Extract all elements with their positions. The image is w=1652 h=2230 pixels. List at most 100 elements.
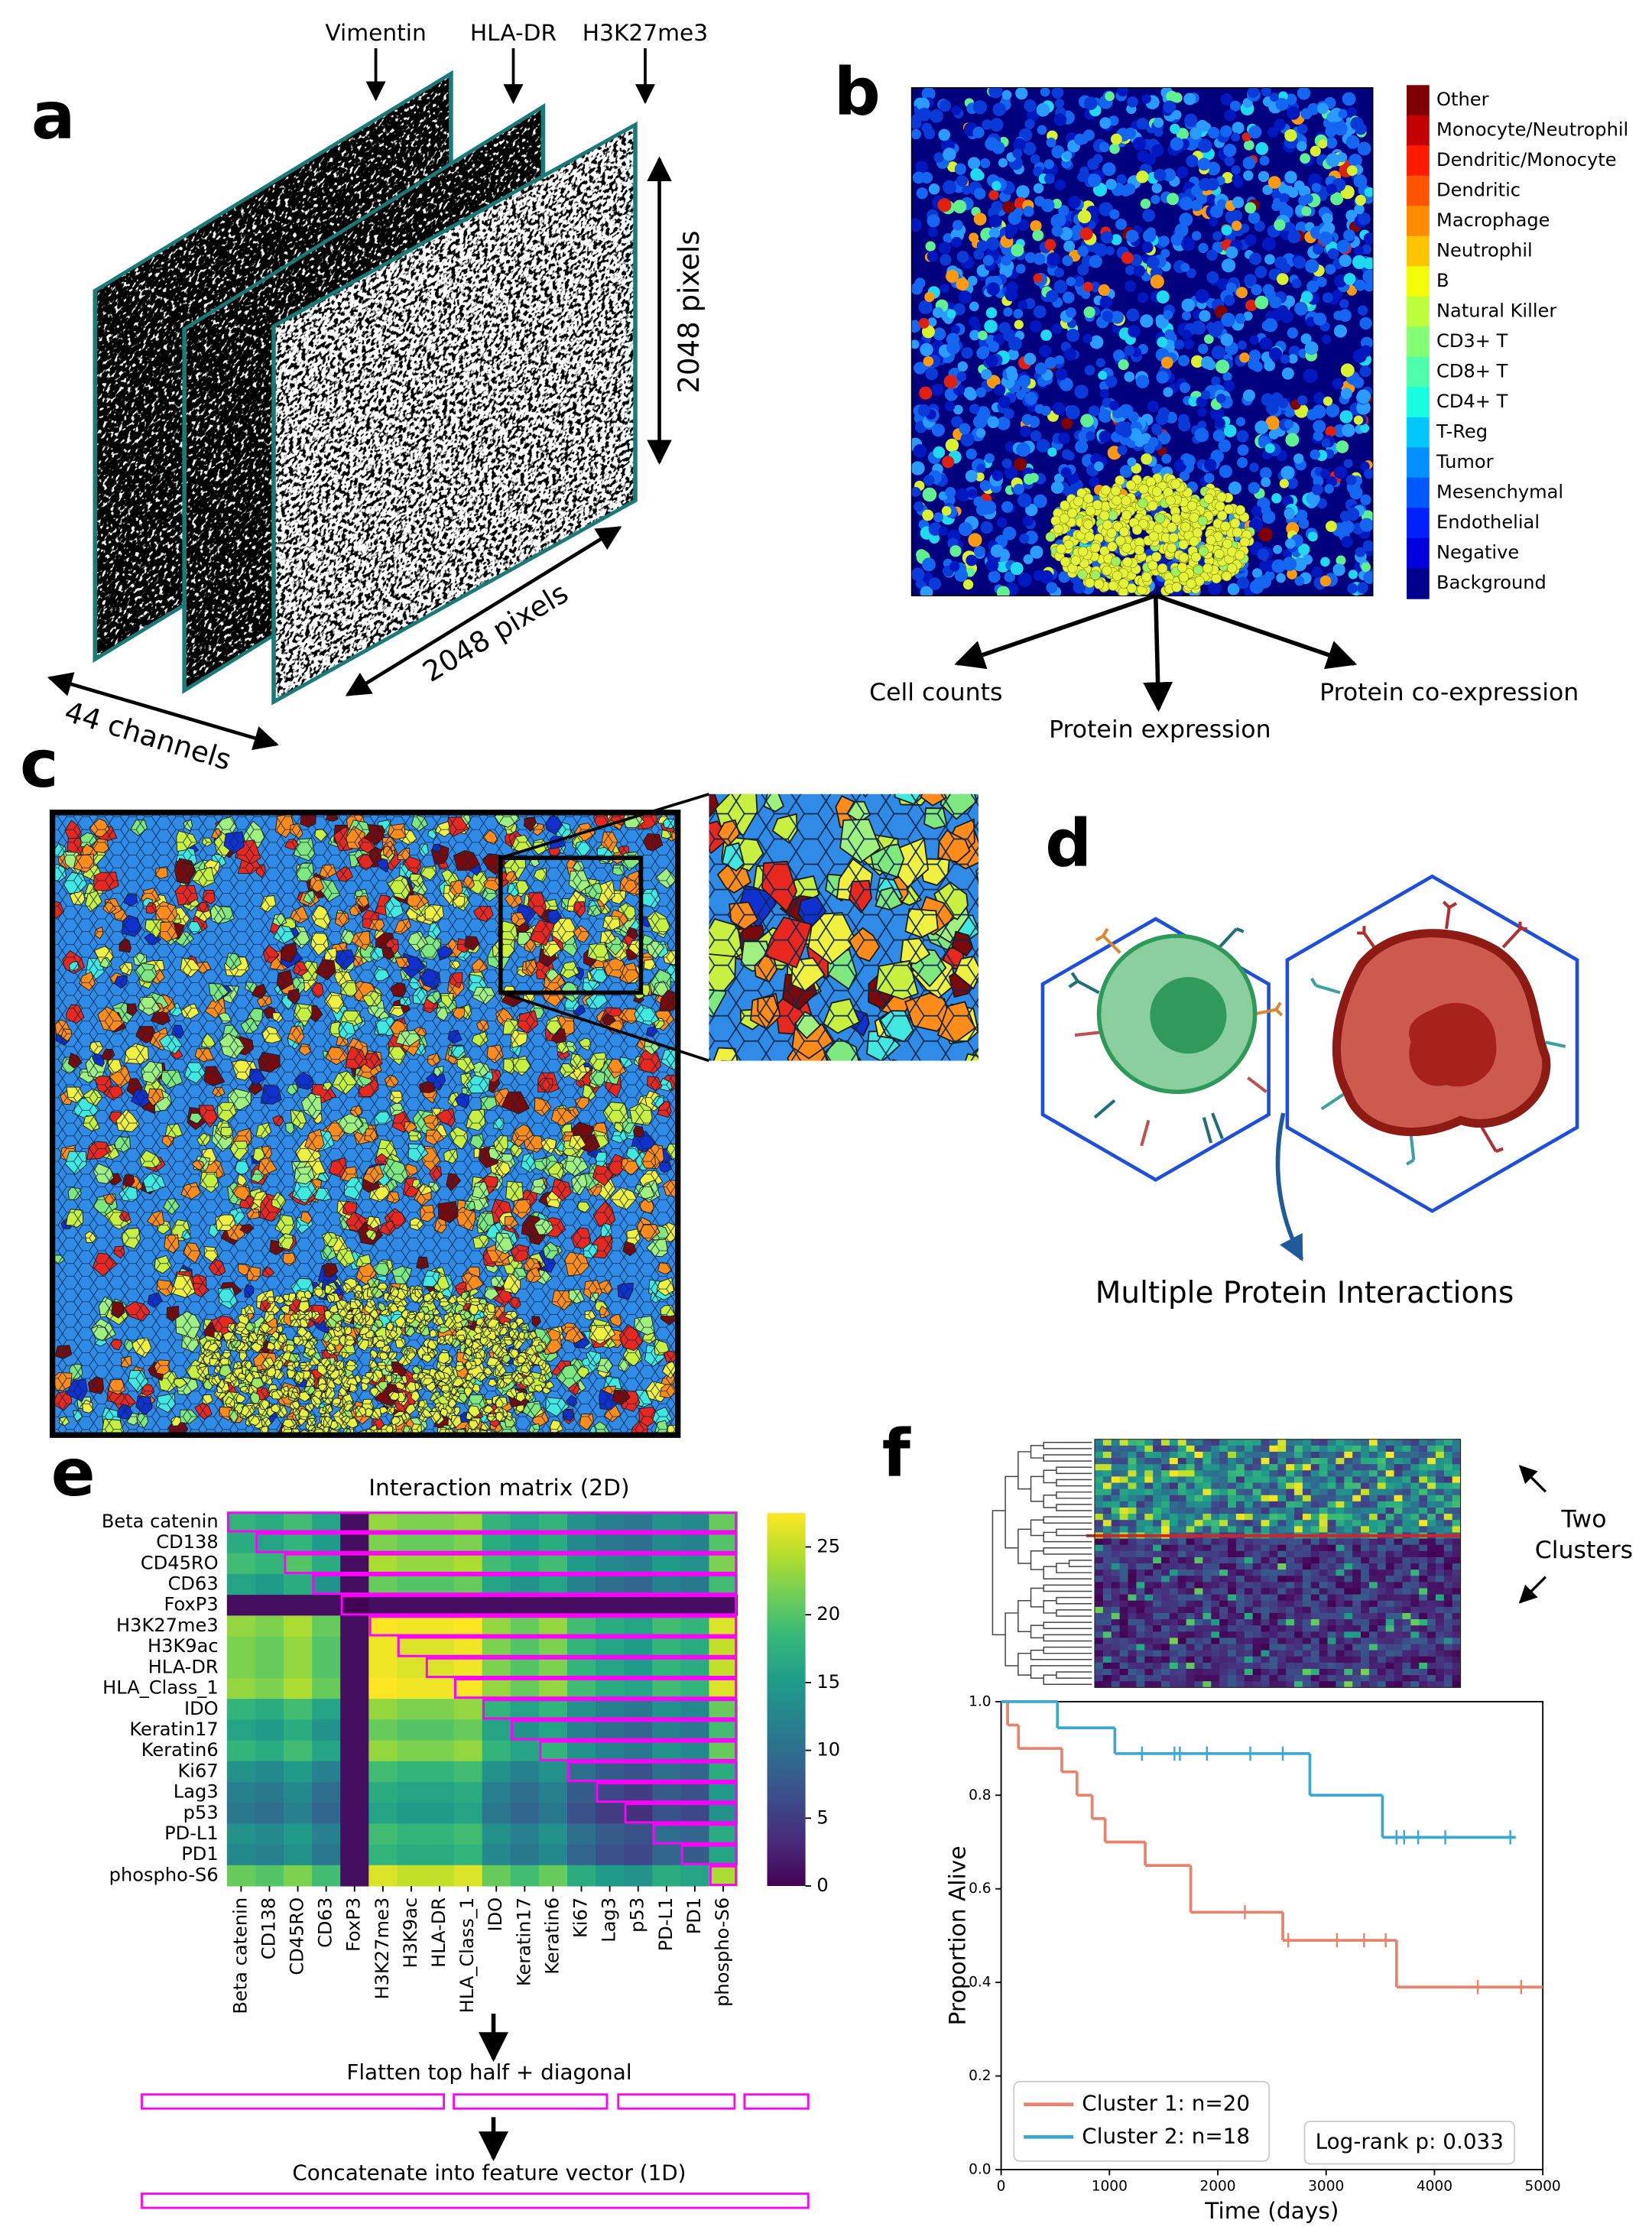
- heatmap-cell: [624, 1532, 653, 1554]
- cell-dot: [1108, 580, 1118, 591]
- cell-dot: [1334, 466, 1348, 479]
- heatmap-cell: [312, 1657, 341, 1679]
- heatmap-texture: [1319, 1445, 1328, 1453]
- heatmap-texture: [1377, 1470, 1387, 1477]
- legend-label: CD8+ T: [1436, 361, 1508, 382]
- heatmap-texture: [1153, 1439, 1162, 1446]
- cell-dot: [1265, 401, 1279, 415]
- cell-dot: [1150, 274, 1164, 289]
- cell-dot: [1160, 248, 1170, 258]
- cell-dot: [1313, 420, 1326, 433]
- heatmap-texture: [1269, 1445, 1278, 1453]
- voronoi-cell: [312, 1440, 319, 1449]
- cell-dot: [1220, 93, 1233, 106]
- heatmap-texture: [1269, 1439, 1278, 1446]
- cell-dot: [1034, 404, 1045, 414]
- heatmap-cell: [368, 1553, 398, 1575]
- heatmap-cell: [510, 1761, 540, 1783]
- heatmap-texture: [1443, 1464, 1453, 1471]
- heatmap-cell: [425, 1761, 455, 1783]
- cell-dot: [1364, 469, 1373, 479]
- heatmap-cell: [566, 1532, 596, 1554]
- heatmap-cell: [312, 1803, 341, 1824]
- heatmap-cell: [538, 1511, 568, 1534]
- heatmap-texture: [1394, 1470, 1403, 1477]
- cell-dot: [1343, 229, 1355, 242]
- cell-dot: [1126, 583, 1137, 593]
- upper-triangle-outline: [453, 1677, 738, 1699]
- cell-dot: [916, 97, 930, 112]
- cell-dot: [932, 307, 944, 319]
- heatmap-cell: [397, 1719, 427, 1741]
- cell-dot: [1172, 110, 1182, 120]
- heatmap-cell: [226, 1595, 256, 1616]
- cell-dot: [1340, 388, 1352, 400]
- heatmap-texture: [1452, 1464, 1461, 1471]
- cell-dot: [1118, 526, 1130, 537]
- row-label: H3K9ac: [148, 1635, 219, 1657]
- heatmap-cell: [226, 1761, 256, 1783]
- cell-dot: [1363, 571, 1373, 584]
- voronoi-cell: [342, 1438, 351, 1445]
- cell-dot: [1033, 252, 1046, 265]
- cell-dot: [911, 128, 921, 140]
- heatmap-texture: [1252, 1439, 1261, 1446]
- heatmap-texture: [1144, 1445, 1154, 1453]
- column-label: Beta catenin: [229, 1897, 251, 2014]
- cell-dot: [1183, 454, 1196, 467]
- upper-triangle-outline: [482, 1699, 738, 1720]
- cell-dot: [1047, 252, 1061, 266]
- voronoi-cell: [437, 1440, 446, 1449]
- heatmap-texture: [1211, 1470, 1220, 1477]
- upper-triangle-outline: [284, 1553, 738, 1574]
- heatmap-cell: [340, 1719, 369, 1741]
- receptors: [1068, 901, 1566, 1166]
- heatmap-texture: [1111, 1445, 1121, 1453]
- heatmap-cell: [453, 1615, 483, 1638]
- cell-dot: [1178, 552, 1189, 563]
- legend-label: CD3+ T: [1436, 330, 1508, 352]
- heatmap-cell: [652, 1532, 681, 1554]
- cell-dot: [1252, 568, 1263, 579]
- cell-dot: [1007, 467, 1018, 479]
- cell-dot: [1118, 578, 1129, 589]
- row-label: Keratin6: [141, 1739, 219, 1761]
- heatmap-cell: [596, 1657, 625, 1679]
- cell-dot: [940, 284, 949, 294]
- cell-dot: [1279, 479, 1289, 489]
- heatmap-cell: [226, 1719, 256, 1741]
- heatmap-texture: [1344, 1451, 1353, 1459]
- heatmap-cell: [453, 1803, 483, 1824]
- voronoi-cell: [359, 1437, 371, 1449]
- colorbar-legend: OtherMonocyte/NeutrophilDendritic/Monocy…: [1407, 85, 1628, 599]
- cell-dot: [1094, 461, 1104, 472]
- cell-dot: [1032, 229, 1044, 242]
- cell-dot: [1285, 433, 1300, 447]
- cell-dot: [951, 105, 962, 115]
- cell-dot: [1345, 475, 1357, 485]
- heatmap-cell: [624, 1573, 653, 1595]
- heatmap-cell: [453, 1761, 483, 1783]
- cell-dot: [1029, 472, 1039, 483]
- heatmap-texture: [1136, 1451, 1145, 1459]
- cell-dot: [956, 175, 968, 187]
- heatmap-texture: [1327, 1464, 1336, 1471]
- cell-dot: [985, 354, 998, 368]
- heatmap-texture: [1327, 1439, 1336, 1446]
- heatmap-cell: [538, 1781, 568, 1803]
- cell-dot: [1320, 557, 1330, 567]
- cell-dot: [1190, 199, 1202, 212]
- cell-dot: [973, 496, 985, 507]
- cell-dot: [1298, 518, 1310, 529]
- cell-dot: [1297, 141, 1307, 151]
- heatmap-cell: [397, 1657, 427, 1679]
- cell-dot: [1183, 338, 1195, 350]
- cell-dot: [1310, 449, 1320, 460]
- cell-dot: [1206, 271, 1219, 284]
- cell-dot: [1239, 537, 1250, 547]
- heatmap-texture: [1277, 1464, 1287, 1471]
- cell-dot: [1243, 389, 1255, 402]
- heatmap-cell: [397, 1636, 427, 1658]
- cell-dot: [1352, 255, 1367, 270]
- row-label: CD45RO: [141, 1552, 219, 1573]
